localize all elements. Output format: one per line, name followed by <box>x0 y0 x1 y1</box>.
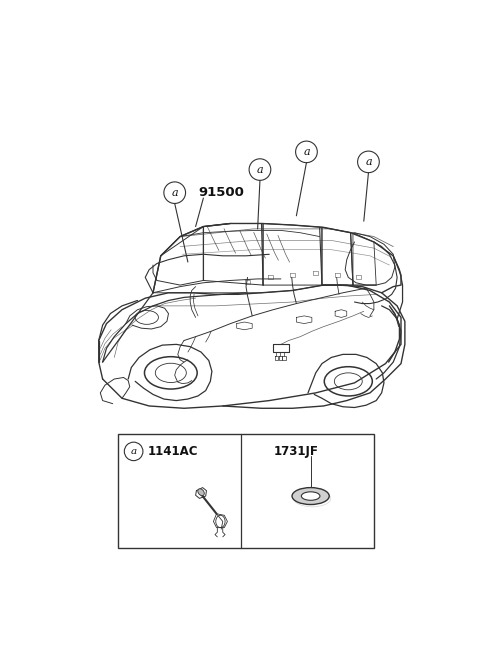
Bar <box>118 434 374 548</box>
Text: a: a <box>171 188 178 197</box>
Text: a: a <box>131 447 137 456</box>
Text: a: a <box>303 147 310 157</box>
Text: 1141AC: 1141AC <box>147 445 198 458</box>
Ellipse shape <box>292 487 329 504</box>
Ellipse shape <box>198 489 204 496</box>
Text: a: a <box>257 165 263 174</box>
Text: a: a <box>365 157 372 167</box>
Text: 91500: 91500 <box>198 186 244 199</box>
Text: 1731JF: 1731JF <box>274 445 318 458</box>
Ellipse shape <box>301 492 320 501</box>
